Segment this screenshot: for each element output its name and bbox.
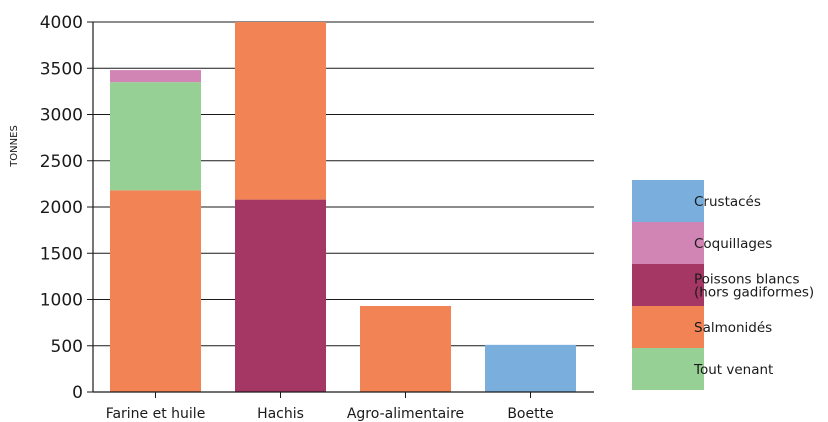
bar-segment: [235, 22, 326, 200]
y-tick-label: 1000: [40, 291, 83, 311]
axes: [92, 22, 594, 393]
y-tick-label: 0: [72, 383, 83, 403]
y-tick-label: 4000: [40, 13, 83, 33]
bar-segment: [235, 199, 326, 392]
bar-segment: [485, 344, 576, 392]
y-tick-labels: 0 500 1000 1500 2000 2500 3000 3500 4000: [40, 13, 83, 403]
x-tick-labels: Farine et huile Hachis Agro-alimentaire Boe…: [106, 406, 554, 422]
legend-swatch: [632, 348, 704, 390]
legend-label: Crustacés: [694, 194, 761, 210]
legend-swatch: [632, 222, 704, 264]
bar-segment: [110, 82, 201, 191]
bar-segment: [110, 190, 201, 392]
x-tick-label: Agro-alimentaire: [347, 406, 464, 422]
y-tick-label: 1500: [40, 244, 83, 264]
bar-segment: [110, 70, 201, 83]
legend-swatch: [632, 306, 704, 348]
legend: Crustacés Coquillages Poissons blancs (hors…: [632, 180, 814, 390]
y-tick-label: 500: [51, 337, 83, 357]
y-tick-label: 2500: [40, 152, 83, 172]
legend-label: Tout venant: [693, 362, 773, 378]
legend-label: Salmonidés: [694, 320, 772, 336]
bars: [110, 22, 576, 392]
y-tick-label: 3500: [40, 59, 83, 79]
x-tick-label: Farine et huile: [106, 406, 206, 422]
legend-label: Poissons blancs (hors gadiformes): [694, 272, 814, 301]
x-tick-label: Hachis: [257, 406, 304, 422]
y-axis-label: TONNES: [9, 125, 20, 168]
bar-segment: [360, 305, 451, 392]
legend-swatch: [632, 264, 704, 306]
legend-swatch: [632, 180, 704, 222]
legend-label: Coquillages: [694, 236, 772, 252]
y-tick-label: 3000: [40, 106, 83, 126]
y-tick-label: 2000: [40, 198, 83, 218]
x-tick-label: Boette: [507, 406, 553, 422]
